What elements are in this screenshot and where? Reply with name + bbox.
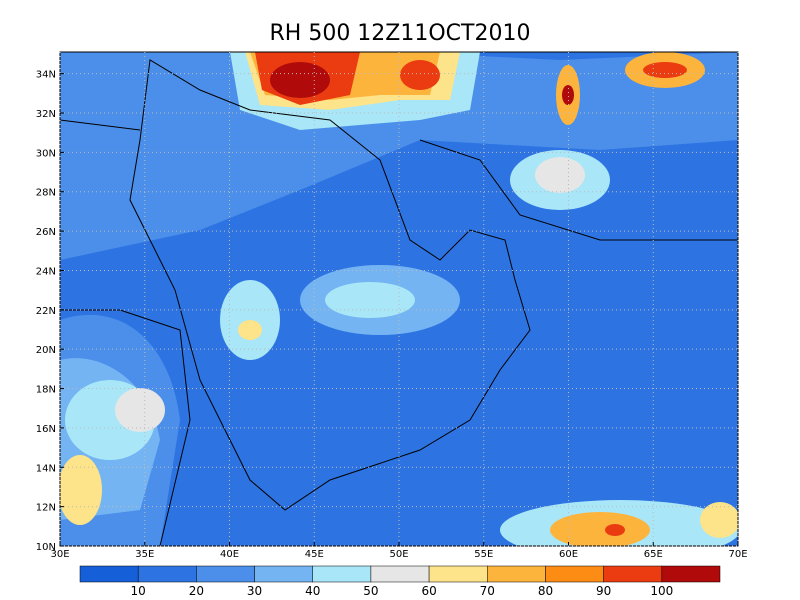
colorbar-swatch bbox=[79, 565, 139, 583]
title: RH 500 12Z11OCT2010 bbox=[270, 21, 531, 46]
y-tick-label: 14N bbox=[36, 463, 56, 474]
colorbar-label: 80 bbox=[538, 584, 553, 598]
colorbar-label: 60 bbox=[421, 584, 436, 598]
y-tick-label: 30N bbox=[36, 148, 56, 159]
y-tick-label: 18N bbox=[36, 385, 56, 396]
y-tick-label: 32N bbox=[36, 109, 56, 120]
colorbar-swatch bbox=[137, 565, 197, 583]
y-tick-label: 16N bbox=[36, 424, 56, 435]
x-tick-label: 70E bbox=[728, 549, 747, 560]
colorbar-label: 30 bbox=[247, 584, 262, 598]
colorbar-label: 70 bbox=[480, 584, 495, 598]
y-tick-label: 28N bbox=[36, 188, 56, 199]
colorbar-swatch bbox=[370, 565, 430, 583]
x-tick-label: 65E bbox=[644, 549, 663, 560]
colorbar-swatch bbox=[603, 565, 663, 583]
y-tick-label: 20N bbox=[36, 345, 56, 356]
y-tick-label: 24N bbox=[36, 266, 56, 277]
colorbar-swatch bbox=[545, 565, 604, 583]
y-tick-label: 12N bbox=[36, 503, 56, 514]
colorbar-swatch bbox=[312, 565, 372, 583]
colorbar-label: 100 bbox=[650, 584, 673, 598]
colorbar-swatch bbox=[254, 565, 313, 583]
x-tick-label: 35E bbox=[135, 549, 154, 560]
x-tick-label: 40E bbox=[220, 549, 239, 560]
y-tick-label: 34N bbox=[36, 70, 56, 81]
colorbar-swatch bbox=[487, 565, 546, 583]
colorbar-swatch bbox=[196, 565, 255, 583]
x-tick-label: 60E bbox=[559, 549, 578, 560]
colorbar-label: 10 bbox=[131, 584, 146, 598]
colorbar-label: 20 bbox=[189, 584, 204, 598]
x-tick-label: 50E bbox=[389, 549, 408, 560]
y-tick-label: 10N bbox=[36, 542, 56, 553]
x-tick-label: 55E bbox=[474, 549, 493, 560]
x-tick-label: 30E bbox=[50, 549, 69, 560]
x-tick-label: 45E bbox=[305, 549, 324, 560]
y-tick-label: 22N bbox=[36, 306, 56, 317]
colorbar-label: 90 bbox=[596, 584, 611, 598]
colorbar-label: 40 bbox=[305, 584, 320, 598]
colorbar-label: 50 bbox=[363, 584, 378, 598]
y-tick-label: 26N bbox=[36, 227, 56, 238]
colorbar-swatch bbox=[428, 565, 488, 583]
colorbar-swatch bbox=[661, 565, 721, 583]
